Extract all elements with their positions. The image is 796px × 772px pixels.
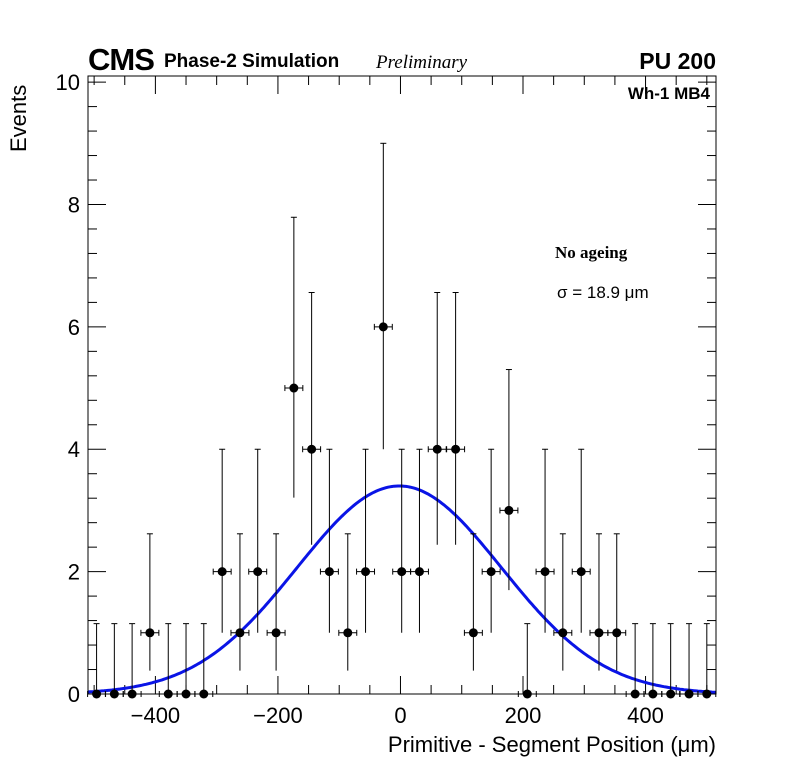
- data-marker: [486, 567, 496, 577]
- data-point: [517, 623, 537, 699]
- tick-labels: −400 −200 0 200 400 0 2 4 6 8 10: [56, 70, 664, 728]
- data-marker: [432, 444, 442, 454]
- data-marker: [324, 567, 334, 577]
- data-point: [589, 533, 609, 671]
- data-marker: [576, 567, 586, 577]
- data-marker: [235, 628, 245, 638]
- data-point: [302, 292, 322, 545]
- data-point: [607, 533, 627, 671]
- data-point: [284, 216, 304, 498]
- y-tick-label: 8: [68, 192, 80, 217]
- data-point: [463, 533, 483, 671]
- data-point: [104, 623, 124, 699]
- data-point: [176, 623, 196, 699]
- data-point: [446, 292, 466, 545]
- pileup-label: PU 200: [639, 48, 716, 74]
- axis-ticks: [88, 76, 716, 695]
- data-point: [625, 623, 645, 699]
- data-point: [230, 533, 250, 671]
- x-tick-label: 0: [394, 703, 406, 728]
- data-point: [409, 448, 429, 633]
- data-point: [571, 448, 591, 633]
- x-tick-label: −200: [253, 703, 303, 728]
- data-point: [319, 448, 339, 633]
- condition-label: No ageing: [555, 243, 628, 262]
- x-tick-label: −400: [131, 703, 181, 728]
- data-marker: [361, 567, 371, 577]
- data-marker: [594, 628, 604, 638]
- data-marker: [451, 444, 461, 454]
- data-marker: [540, 567, 550, 577]
- x-tick-label: 200: [505, 703, 542, 728]
- fit-sigma-label: σ = 18.9 μm: [557, 283, 649, 302]
- status-label: Preliminary: [376, 52, 468, 73]
- experiment-label: CMS: [88, 42, 155, 77]
- data-marker: [378, 322, 388, 332]
- y-tick-label: 0: [68, 682, 80, 707]
- data-marker: [468, 628, 478, 638]
- plot-frame: [87, 75, 717, 695]
- data-marker: [217, 567, 227, 577]
- data-point: [679, 623, 699, 699]
- data-point: [427, 292, 447, 545]
- data-marker: [504, 505, 514, 515]
- data-point: [481, 448, 501, 633]
- data-point: [535, 448, 555, 633]
- y-tick-label: 4: [68, 437, 80, 462]
- data-point: [643, 623, 663, 699]
- data-point: [194, 623, 214, 699]
- data-points: [87, 142, 717, 699]
- data-marker: [558, 628, 568, 638]
- station-label: Wh-1 MB4: [627, 84, 710, 103]
- data-point: [392, 448, 412, 633]
- data-point: [87, 623, 107, 699]
- y-axis-title: Events: [6, 84, 31, 152]
- data-point: [697, 623, 717, 699]
- data-point: [266, 533, 286, 671]
- data-marker: [253, 567, 263, 577]
- data-point: [248, 448, 268, 633]
- data-point: [553, 533, 573, 671]
- data-point: [373, 142, 393, 450]
- data-marker: [343, 628, 353, 638]
- x-axis-title: Primitive - Segment Position (μm): [387, 732, 716, 757]
- y-tick-label: 6: [68, 315, 80, 340]
- x-tick-label: 400: [627, 703, 664, 728]
- data-point: [158, 623, 178, 699]
- data-marker: [414, 567, 424, 577]
- data-point: [499, 369, 519, 591]
- y-tick-label: 10: [56, 70, 80, 95]
- data-marker: [612, 628, 622, 638]
- y-tick-label: 2: [68, 560, 80, 585]
- data-marker: [289, 383, 299, 393]
- data-marker: [397, 567, 407, 577]
- data-marker: [145, 628, 155, 638]
- data-marker: [271, 628, 281, 638]
- data-point: [212, 448, 232, 633]
- data-marker: [307, 444, 317, 454]
- subtitle-label: Phase-2 Simulation: [164, 51, 340, 72]
- data-point: [338, 533, 358, 671]
- data-point: [356, 448, 376, 633]
- data-point: [140, 533, 160, 671]
